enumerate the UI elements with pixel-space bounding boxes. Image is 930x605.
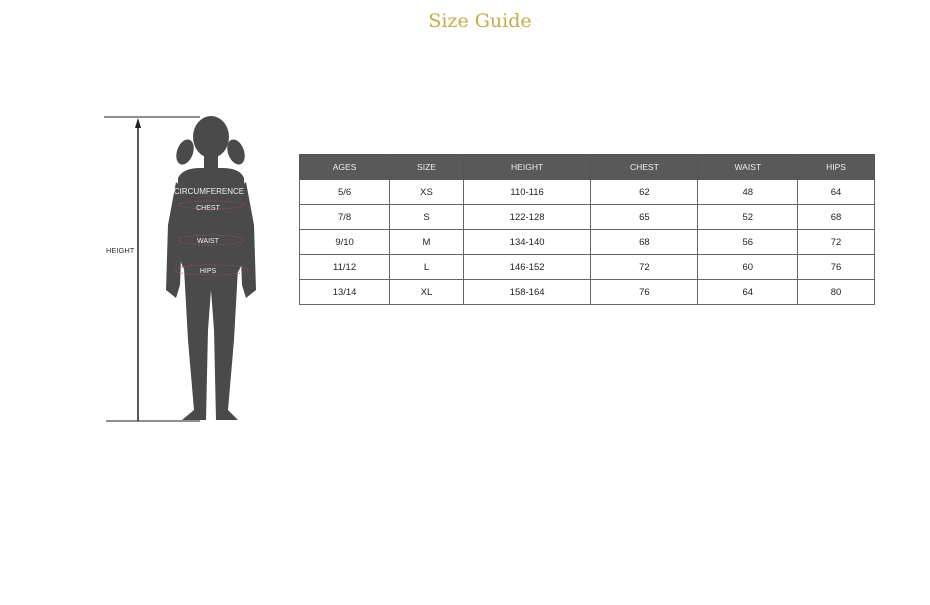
cell-height: 158-164 [462, 279, 592, 305]
cell-height: 110-116 [462, 179, 592, 205]
arrow-head-icon [135, 118, 141, 128]
cell-size: M [389, 229, 464, 255]
cell-ages: 9/10 [298, 229, 391, 255]
cell-chest: 68 [590, 229, 699, 255]
cell-size: XL [389, 279, 464, 305]
cell-ages: 7/8 [298, 204, 391, 230]
header-ages: AGES [298, 154, 391, 180]
cell-hips: 72 [797, 229, 875, 255]
cell-chest: 62 [590, 179, 699, 205]
cell-waist: 56 [697, 229, 799, 255]
cell-ages: 11/12 [298, 254, 391, 280]
circumference-label: CIRCUMFERENCE [174, 187, 244, 196]
header-size: SIZE [389, 154, 464, 180]
table-row: 9/10 M 134-140 68 56 72 [298, 229, 875, 255]
cell-waist: 64 [697, 279, 799, 305]
table-row: 13/14 XL 158-164 76 64 80 [298, 279, 875, 305]
cell-ages: 5/6 [298, 179, 391, 205]
cell-size: XS [389, 179, 464, 205]
header-waist: WAIST [697, 154, 799, 180]
cell-waist: 52 [697, 204, 799, 230]
cell-chest: 65 [590, 204, 699, 230]
cell-waist: 48 [697, 179, 799, 205]
hips-label: HIPS [200, 268, 217, 275]
cell-height: 122-128 [462, 204, 592, 230]
chest-label: CHEST [196, 205, 220, 212]
cell-ages: 13/14 [298, 279, 391, 305]
header-chest: CHEST [590, 154, 699, 180]
silhouette [166, 116, 256, 420]
cell-chest: 72 [590, 254, 699, 280]
cell-hips: 76 [797, 254, 875, 280]
header-hips: HIPS [797, 154, 875, 180]
cell-size: S [389, 204, 464, 230]
cell-height: 146-152 [462, 254, 592, 280]
cell-hips: 64 [797, 179, 875, 205]
table-row: 5/6 XS 110-116 62 48 64 [298, 179, 875, 205]
header-height: HEIGHT [462, 154, 592, 180]
table-header-row: AGES SIZE HEIGHT CHEST WAIST HIPS [298, 154, 875, 180]
table-row: 11/12 L 146-152 72 60 76 [298, 254, 875, 280]
waist-label: WAIST [197, 238, 220, 245]
measurement-lines [173, 200, 249, 276]
cell-waist: 60 [697, 254, 799, 280]
cell-hips: 80 [797, 279, 875, 305]
cell-height: 134-140 [462, 229, 592, 255]
cell-size: L [389, 254, 464, 280]
page-title: Size Guide [428, 10, 532, 32]
table-row: 7/8 S 122-128 65 52 68 [298, 204, 875, 230]
cell-chest: 76 [590, 279, 699, 305]
height-label: HEIGHT [106, 246, 135, 255]
size-table: AGES SIZE HEIGHT CHEST WAIST HIPS 5/6 XS 1… [298, 154, 875, 305]
body-measurement-figure: HEIGHT CIRCUMFERENCE CHEST WAIST HIPS [104, 116, 256, 422]
cell-hips: 68 [797, 204, 875, 230]
